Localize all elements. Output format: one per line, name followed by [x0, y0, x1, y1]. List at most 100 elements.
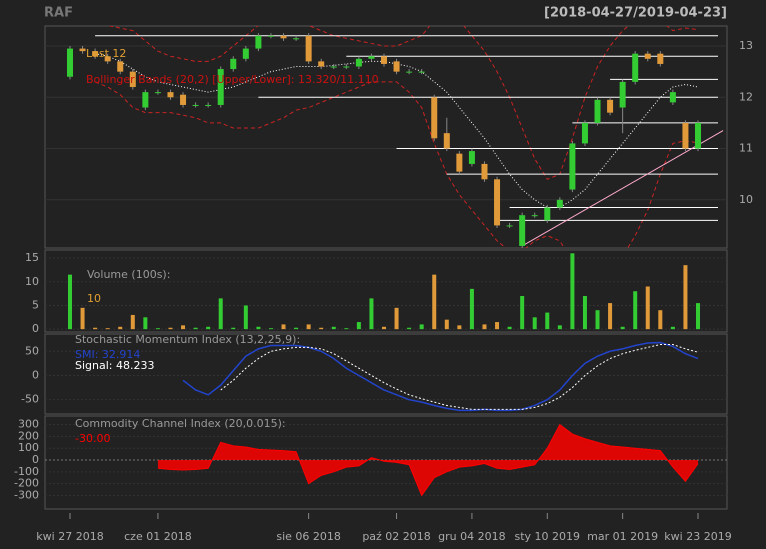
- x-tick-label: paź 02 2018: [362, 530, 430, 543]
- y-tick-label: 0: [32, 322, 39, 335]
- volume-bar: [419, 324, 424, 330]
- volume-bar: [143, 317, 148, 330]
- candle-body: [67, 48, 73, 77]
- candle-body: [79, 48, 86, 52]
- candle-body: [230, 58, 237, 70]
- candle-body: [293, 38, 300, 40]
- legend-entry: SMI: 32.914: [75, 348, 140, 361]
- candle-body: [393, 61, 400, 72]
- volume-bar: [331, 326, 336, 330]
- volume-bar: [469, 288, 474, 330]
- x-tick-label: kwi 27 2018: [36, 530, 103, 543]
- candle-body: [431, 97, 438, 139]
- volume-bar: [319, 327, 324, 330]
- volume-bar: [633, 291, 638, 330]
- line: [107, 26, 699, 180]
- panel-title: Stochastic Momentum Index (13,2,25,9):: [75, 333, 300, 346]
- y-tick-label: 50: [25, 344, 39, 357]
- volume-bar: [155, 328, 160, 330]
- candle-body: [255, 35, 262, 49]
- bands-label: Bollinger Bands (20,2) [Upper/Lower]: 13…: [86, 73, 379, 86]
- volume-bar: [243, 305, 248, 330]
- x-tick-label: sie 06 2018: [276, 530, 341, 543]
- panel-title: Commodity Channel Index (20,0.015):: [75, 417, 286, 430]
- legend-entry: Signal: 48.233: [75, 359, 154, 372]
- candle-body: [154, 92, 161, 94]
- volume-bar: [620, 326, 625, 330]
- date-range: [2018-04-27/2019-04-23]: [544, 6, 727, 21]
- volume-bar: [407, 327, 412, 330]
- area: [157, 424, 699, 496]
- line: [157, 423, 699, 497]
- candle-body: [519, 215, 526, 246]
- candle-body: [632, 53, 639, 82]
- candle-body: [594, 99, 601, 123]
- candle-body: [418, 71, 425, 73]
- y-tick-label: 10: [739, 193, 753, 206]
- y-tick-label: 300: [18, 418, 39, 431]
- y-tick-label: 5: [32, 298, 39, 311]
- last-label: Last 12: [86, 47, 126, 60]
- panel: [45, 26, 727, 248]
- volume-bar: [444, 319, 449, 330]
- volume-bar: [105, 328, 110, 330]
- volume-bar: [268, 328, 273, 330]
- candle-body: [581, 122, 588, 144]
- volume-bar: [670, 326, 675, 330]
- y-tick-label: 15: [25, 251, 39, 264]
- candle-body: [531, 215, 538, 217]
- volume-bar: [93, 327, 98, 330]
- volume-bar: [532, 317, 537, 330]
- x-tick-label: cze 01 2018: [124, 530, 192, 543]
- volume-bar: [645, 286, 650, 330]
- y-tick-label: 100: [18, 441, 39, 454]
- volume-bar: [218, 298, 223, 330]
- candle-body: [368, 56, 375, 59]
- legend-entry: -30.00: [75, 432, 110, 445]
- candle-body: [443, 133, 450, 149]
- volume-bar: [495, 322, 500, 330]
- candle-body: [305, 35, 312, 62]
- volume-bar: [344, 328, 349, 330]
- y-tick-label: -100: [14, 465, 39, 478]
- y-tick-label: 0: [32, 368, 39, 381]
- y-tick-label: 11: [739, 142, 753, 155]
- panel: [45, 341, 727, 412]
- volume-bar: [231, 327, 236, 330]
- volume-bar: [356, 322, 361, 330]
- volume-bar: [457, 325, 462, 330]
- candle-body: [280, 35, 287, 39]
- symbol: RAF: [44, 6, 73, 21]
- candle-body: [657, 53, 664, 64]
- volume-bar: [582, 295, 587, 330]
- line: [182, 341, 699, 412]
- y-tick-label: 12: [739, 90, 753, 103]
- volume-bar: [294, 327, 299, 330]
- volume-bar: [520, 295, 525, 330]
- volume-bar: [557, 325, 562, 330]
- trend-line: [521, 130, 724, 247]
- volume-bar: [369, 298, 374, 330]
- x-tick-label: sty 10 2019: [515, 530, 581, 543]
- panel: [45, 423, 727, 497]
- volume-bar: [281, 324, 286, 330]
- last-label: 10: [87, 292, 101, 305]
- volume-bar: [193, 327, 198, 330]
- x-tick-label: mar 01 2019: [587, 530, 658, 543]
- candle-body: [205, 104, 212, 106]
- volume-bar: [256, 326, 261, 330]
- volume-bar: [608, 303, 613, 330]
- panel-frame: [44, 25, 728, 249]
- y-tick-label: 13: [739, 39, 753, 52]
- candle-body: [406, 71, 413, 73]
- y-tick-label: 10: [25, 275, 39, 288]
- volume-bar: [696, 303, 700, 330]
- candle-body: [682, 122, 689, 149]
- candle-body: [104, 56, 111, 62]
- volume-bar: [545, 312, 550, 330]
- y-tick-label: -50: [21, 393, 39, 406]
- volume-bar: [570, 253, 575, 330]
- candle-body: [192, 104, 199, 106]
- candle-body: [644, 53, 651, 59]
